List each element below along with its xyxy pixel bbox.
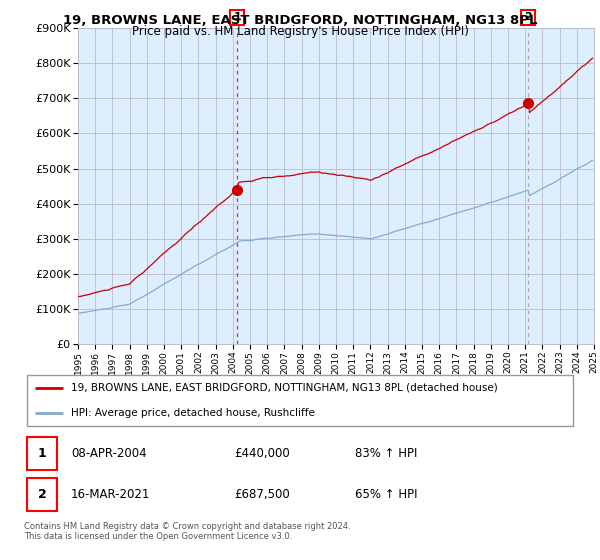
Text: £440,000: £440,000 (234, 447, 290, 460)
Text: 65% ↑ HPI: 65% ↑ HPI (355, 488, 418, 501)
Text: 2: 2 (524, 12, 532, 22)
Text: 2: 2 (38, 488, 47, 501)
Text: £687,500: £687,500 (234, 488, 290, 501)
Text: 19, BROWNS LANE, EAST BRIDGFORD, NOTTINGHAM, NG13 8PL: 19, BROWNS LANE, EAST BRIDGFORD, NOTTING… (63, 14, 537, 27)
FancyBboxPatch shape (27, 478, 57, 511)
FancyBboxPatch shape (27, 437, 57, 470)
Text: 08-APR-2004: 08-APR-2004 (71, 447, 146, 460)
Text: 19, BROWNS LANE, EAST BRIDGFORD, NOTTINGHAM, NG13 8PL (detached house): 19, BROWNS LANE, EAST BRIDGFORD, NOTTING… (71, 382, 497, 393)
Text: HPI: Average price, detached house, Rushcliffe: HPI: Average price, detached house, Rush… (71, 408, 315, 418)
Text: Price paid vs. HM Land Registry's House Price Index (HPI): Price paid vs. HM Land Registry's House … (131, 25, 469, 38)
Text: Contains HM Land Registry data © Crown copyright and database right 2024.
This d: Contains HM Land Registry data © Crown c… (24, 522, 350, 542)
Text: 83% ↑ HPI: 83% ↑ HPI (355, 447, 418, 460)
FancyBboxPatch shape (27, 375, 573, 426)
Text: 16-MAR-2021: 16-MAR-2021 (71, 488, 150, 501)
Text: 1: 1 (233, 12, 241, 22)
Text: 1: 1 (38, 447, 47, 460)
